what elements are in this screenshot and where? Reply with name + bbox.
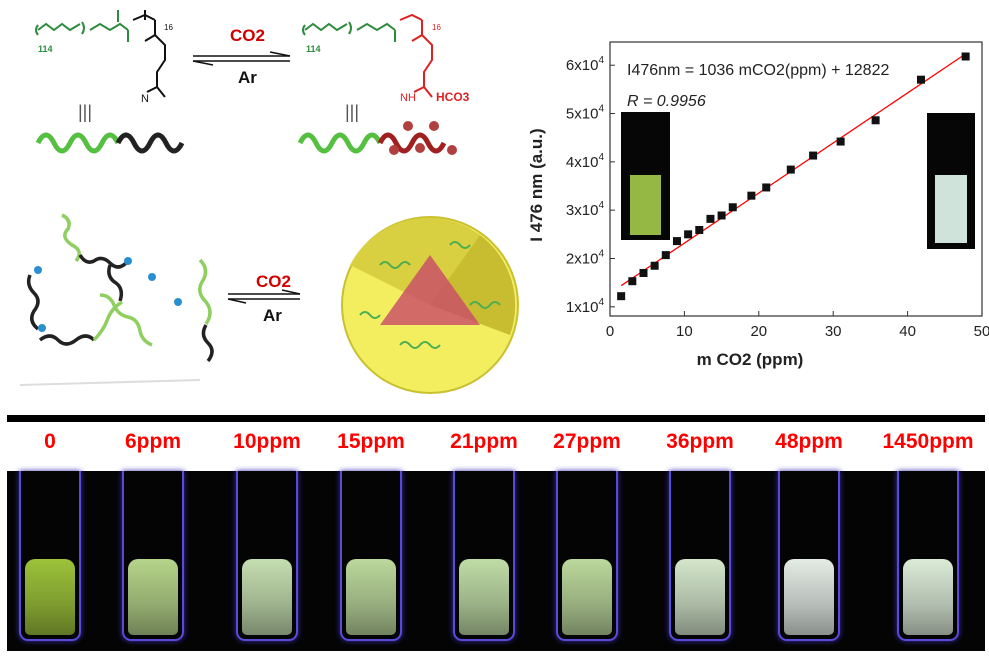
amine-left: N (141, 93, 149, 105)
data-point (871, 116, 880, 125)
data-point (747, 191, 756, 200)
peg-chain-icon (297, 132, 383, 154)
cuvette (236, 471, 298, 641)
reverse-label-top: Ar (238, 68, 257, 87)
x-axis-label: m CO2 (ppm) (697, 350, 804, 369)
cuvette-liquid (242, 559, 292, 635)
data-point (650, 261, 659, 270)
cuvette-liquid (25, 559, 75, 635)
x-tick-label: 30 (825, 323, 842, 340)
cuvette-liquid (459, 559, 509, 635)
x-tick-label: 40 (899, 323, 916, 340)
y-tick-label: 5x104 (566, 104, 605, 123)
reverse-label-bottom: Ar (263, 306, 282, 325)
cuvette-liquid (903, 559, 953, 635)
data-point (836, 137, 845, 146)
reaction-scheme-top: 114 16 N ||| 114 16 NH HCO3 ||| (35, 10, 470, 155)
cuvette-liquid (562, 559, 612, 635)
cuvette-liquid (784, 559, 834, 635)
ammonium-right: NH (400, 92, 416, 104)
concentration-label: 15ppm (337, 430, 405, 453)
cuvette (897, 471, 959, 641)
y-tick-label: 2x104 (566, 248, 605, 267)
x-tick-label: 50 (974, 323, 989, 340)
peg-repeat-left: 114 (38, 44, 53, 54)
separator-bar (7, 415, 985, 422)
equiv-symbol-right: ||| (345, 102, 359, 122)
data-point (717, 211, 726, 220)
calibration-chart: 0 10 20 30 40 50 1x104 2x104 3x104 4x104 5x104 6x10… (527, 41, 989, 369)
y-tick-label: 6x104 (566, 55, 605, 74)
forward-label-top: CO2 (230, 26, 265, 45)
pdmaema-repeat-right: 16 (432, 23, 441, 32)
y-tick-label: 3x104 (566, 200, 605, 219)
x-tick-label: 10 (676, 323, 693, 340)
cuvette-photo (7, 471, 985, 651)
cuvette (556, 471, 618, 641)
data-point (695, 225, 704, 234)
data-point (661, 251, 670, 260)
data-point (728, 203, 737, 212)
inset-liquid-high (935, 175, 967, 243)
cuvette-liquid (128, 559, 178, 635)
concentration-label: 27ppm (553, 430, 621, 453)
concentration-label: 36ppm (666, 430, 734, 453)
data-point (684, 230, 693, 239)
y-axis-label: I 476 nm (a.u.) (527, 128, 546, 241)
data-point (706, 214, 715, 223)
cuvette-liquid (675, 559, 725, 635)
concentration-label: 10ppm (233, 430, 301, 453)
data-point (809, 151, 818, 160)
forward-label-bottom: CO2 (256, 272, 291, 291)
data-point (786, 165, 795, 174)
cuvette (19, 471, 81, 641)
x-tick-label: 0 (606, 323, 614, 340)
fit-equation: I476nm = 1036 mCO2(ppm) + 12822 (627, 62, 889, 79)
cuvette-liquid (346, 559, 396, 635)
data-point (916, 75, 925, 84)
data-point (617, 292, 626, 301)
x-tick-label: 20 (750, 323, 767, 340)
concentration-label: 1450ppm (882, 430, 974, 453)
positive-charge-icons (389, 121, 457, 155)
bicarbonate-label: HCO3 (436, 90, 470, 104)
data-point (639, 268, 648, 277)
plot-frame (609, 41, 983, 317)
pdmaema-repeat-left: 16 (164, 23, 173, 32)
y-tick-label: 4x104 (566, 152, 605, 171)
data-point (672, 237, 681, 246)
cuvette (122, 471, 184, 641)
concentration-label: 48ppm (775, 430, 843, 453)
pdmaema-chain-icon (115, 132, 185, 154)
cuvette (669, 471, 731, 641)
concentration-label: 21ppm (450, 430, 518, 453)
polymer-neutral (35, 10, 166, 98)
concentration-label: 0 (44, 430, 56, 453)
co2-molecule-icons (34, 257, 182, 332)
cuvette (340, 471, 402, 641)
equiv-symbol-left: ||| (78, 102, 92, 122)
fit-r-value: R = 0.9956 (627, 93, 706, 110)
data-point (628, 277, 637, 286)
concentration-label: 6ppm (124, 430, 182, 453)
polymer-protonated (302, 13, 433, 98)
peg-repeat-right: 114 (306, 44, 321, 54)
micelle-sphere-icon (341, 216, 519, 394)
equilibrium-arrows-icon (192, 51, 291, 66)
peg-chain-icon (35, 132, 121, 154)
inset-liquid-low (630, 175, 661, 235)
equilibrium-arrows-icon (227, 289, 301, 304)
data-point (961, 52, 970, 61)
self-assembly-scheme (19, 213, 519, 394)
cuvette (453, 471, 515, 641)
y-tick-label: 1x104 (566, 297, 605, 316)
data-point (762, 183, 771, 192)
cuvette (778, 471, 840, 641)
protonated-chain-icon (377, 132, 447, 154)
